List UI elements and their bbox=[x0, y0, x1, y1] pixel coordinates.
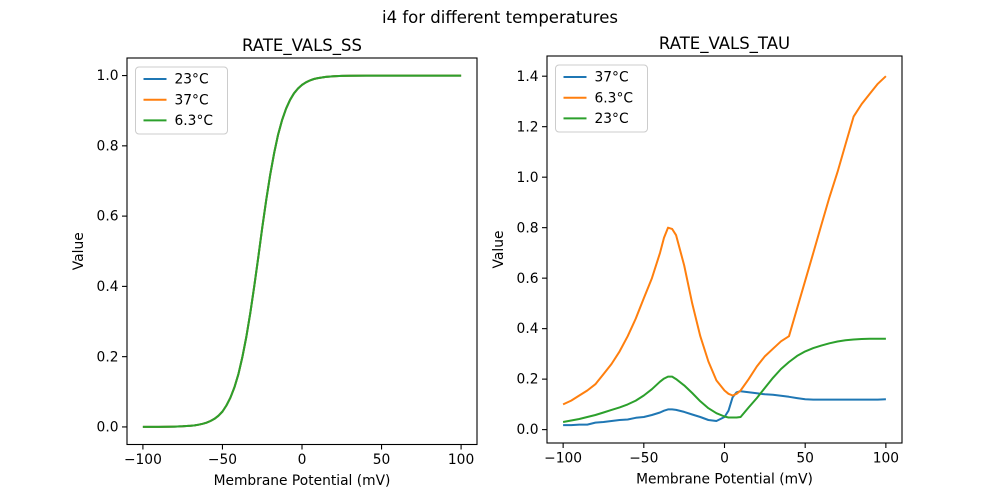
x-tick-label: −100 bbox=[544, 451, 582, 467]
x-axis-label: Membrane Potential (mV) bbox=[636, 472, 813, 488]
legend: 23°C 37°C 6.3°C bbox=[135, 66, 228, 135]
legend-label-23°C: 23°C bbox=[595, 111, 629, 127]
y-tick-label: 0.6 bbox=[517, 271, 539, 287]
legend-label-37°C: 37°C bbox=[175, 92, 209, 108]
x-tick-label: 100 bbox=[873, 451, 899, 467]
y-tick-label: 0.2 bbox=[97, 349, 119, 365]
legend-label-6.3°C: 6.3°C bbox=[175, 113, 213, 129]
legend: 37°C 6.3°C 23°C bbox=[555, 64, 648, 133]
x-tick-label: 50 bbox=[373, 452, 391, 468]
y-tick-label: 0.8 bbox=[97, 138, 119, 154]
x-tick-label: −100 bbox=[124, 452, 162, 468]
chart-rate-vals-tau: −100 −50 0 50 100 0.0 0.2 0.4 0.6 0.8 1.0 1.2 1.4 Mem… bbox=[491, 34, 903, 488]
chart-title: RATE_VALS_SS bbox=[242, 36, 362, 56]
x-tick-label: 0 bbox=[298, 452, 307, 468]
y-tick-label: 0.8 bbox=[517, 220, 539, 236]
y-tick-label: 0.0 bbox=[97, 420, 119, 436]
y-tick-label: 1.4 bbox=[517, 69, 539, 85]
y-tick-label: 0.0 bbox=[517, 422, 539, 438]
series-line-6.3°C bbox=[142, 74, 462, 428]
x-tick-label: 100 bbox=[448, 452, 474, 468]
y-tick-label: 0.4 bbox=[97, 279, 119, 295]
legend-frame bbox=[135, 66, 228, 135]
chart-title: RATE_VALS_TAU bbox=[659, 34, 790, 54]
chart-rate-vals-ss: −100 −50 0 50 100 0.0 0.2 0.4 0.6 0.8 1.0 Membrane … bbox=[71, 36, 478, 489]
x-tick-label: 50 bbox=[796, 451, 814, 467]
y-axis: 0.0 0.2 0.4 0.6 0.8 1.0 1.2 1.4 bbox=[517, 69, 547, 438]
y-axis-label: Value bbox=[71, 232, 87, 270]
y-tick-label: 0.6 bbox=[97, 209, 119, 225]
series-line-6.3°C bbox=[562, 75, 887, 406]
x-axis-label: Membrane Potential (mV) bbox=[214, 473, 391, 489]
y-tick-label: 1.0 bbox=[517, 170, 539, 186]
x-axis: −100 −50 0 50 100 bbox=[124, 444, 474, 468]
x-axis: −100 −50 0 50 100 bbox=[544, 443, 899, 467]
x-tick-label: 0 bbox=[720, 451, 729, 467]
x-tick-label: −50 bbox=[208, 452, 237, 468]
figure-suptitle: i4 for different temperatures bbox=[382, 8, 618, 27]
x-tick-label: −50 bbox=[629, 451, 658, 467]
legend-label-37°C: 37°C bbox=[595, 70, 629, 86]
y-axis-label: Value bbox=[491, 231, 507, 269]
y-tick-label: 1.2 bbox=[517, 119, 539, 135]
y-tick-label: 0.2 bbox=[517, 372, 539, 388]
series-line-23°C bbox=[562, 337, 886, 423]
y-tick-label: 1.0 bbox=[97, 68, 119, 84]
y-tick-label: 0.4 bbox=[517, 321, 539, 337]
legend-label-6.3°C: 6.3°C bbox=[595, 90, 633, 106]
legend-label-23°C: 23°C bbox=[175, 72, 209, 88]
series-line-37°C bbox=[563, 390, 886, 427]
y-axis: 0.0 0.2 0.4 0.6 0.8 1.0 bbox=[97, 68, 127, 436]
legend-frame bbox=[555, 64, 648, 133]
